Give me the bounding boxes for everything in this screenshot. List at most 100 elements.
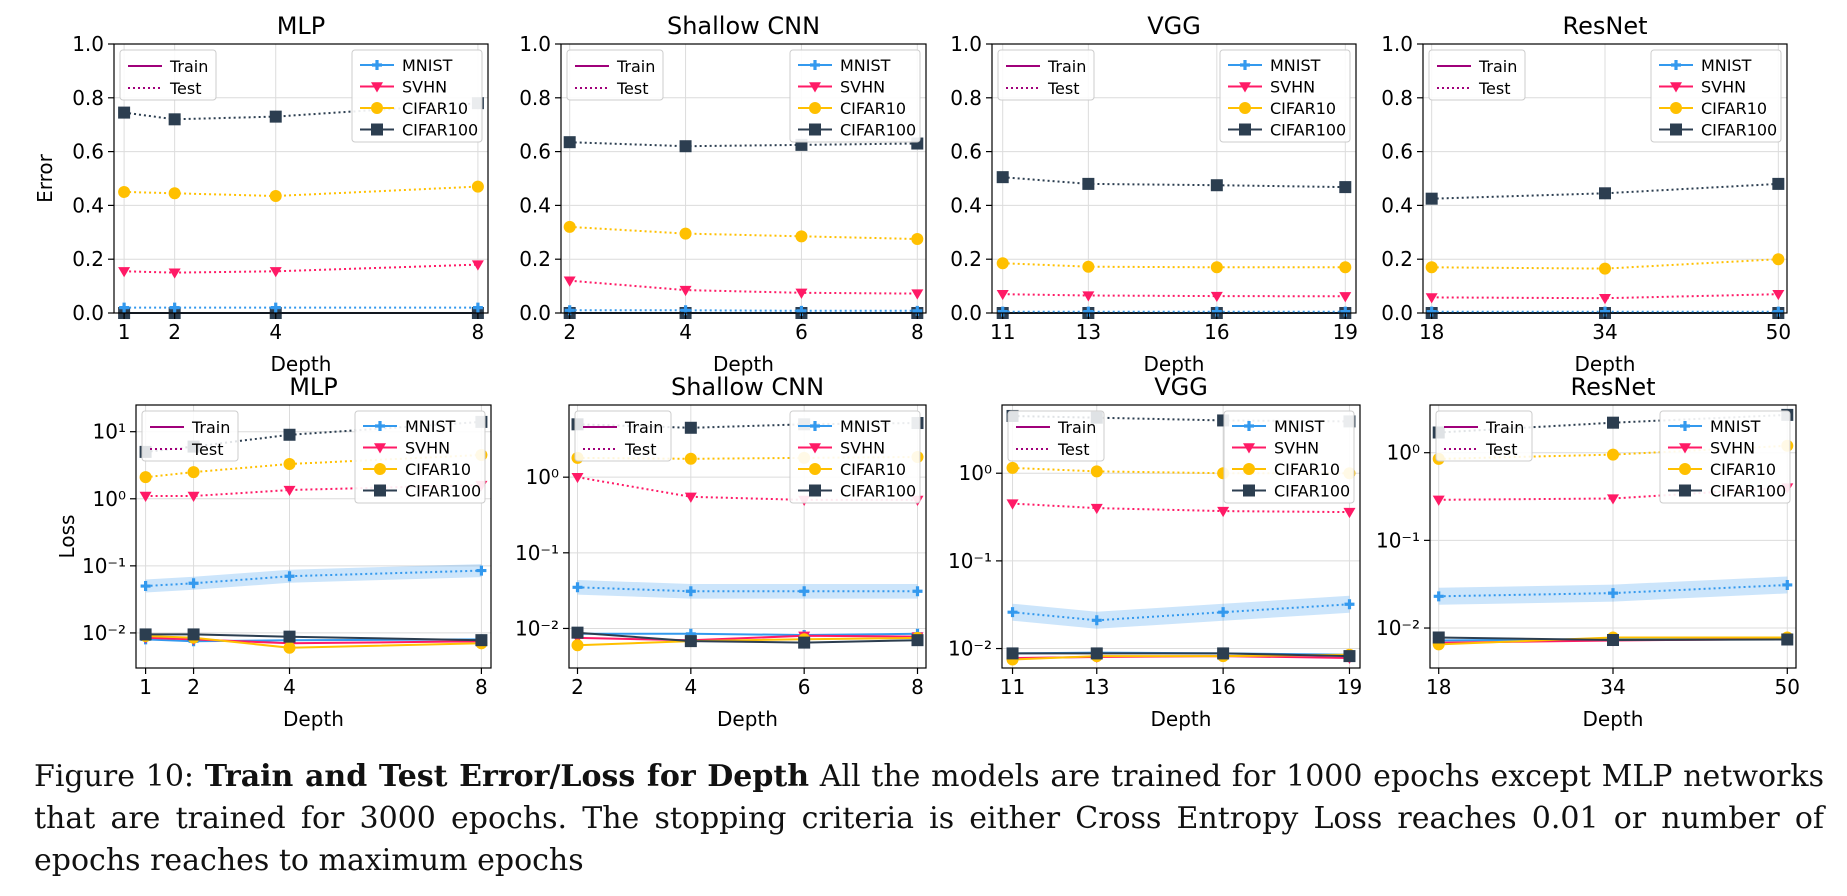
chart-title: Shallow CNN [671, 373, 824, 401]
data-point [139, 628, 152, 641]
legend-datasets: MNIST SVHN CIFAR10 CIFAR100 [1650, 49, 1782, 143]
series-line [569, 279, 918, 295]
data-point [563, 136, 576, 149]
legend-label-train: Train [191, 418, 230, 437]
chart-title: Shallow CNN [667, 12, 820, 40]
data-point [118, 267, 131, 278]
data-point [1082, 291, 1095, 302]
chart-title: ResNet [1571, 373, 1656, 401]
x-axis-label: Depth [1583, 707, 1644, 731]
legend-label-train: Train [616, 57, 655, 76]
data-point [472, 302, 483, 313]
series-band [577, 580, 918, 599]
data-point [684, 635, 697, 648]
legend-label-cifar10: CIFAR10 [402, 99, 468, 118]
legend-label-cifar10: CIFAR10 [405, 460, 471, 479]
series-cifar100-train [1432, 631, 1794, 647]
legend-box [789, 410, 921, 504]
legend-label-train: Train [624, 418, 663, 437]
data-point [1608, 588, 1618, 599]
y-tick-label: 10⁰ [93, 487, 126, 511]
legend-marker-cifar100 [1679, 484, 1691, 497]
x-tick-label: 13 [1076, 320, 1101, 344]
data-point [1210, 261, 1223, 274]
data-point [168, 187, 181, 200]
data-point [1599, 294, 1611, 305]
data-point [572, 582, 583, 593]
legend-label-mnist: MNIST [1710, 417, 1761, 436]
series-line [145, 636, 482, 645]
series-line [577, 636, 918, 647]
data-point [284, 571, 295, 582]
legend-label-svhn: SVHN [1274, 439, 1319, 458]
data-point [1343, 507, 1356, 519]
legend-datasets: MNIST SVHN CIFAR10 CIFAR100 [1219, 49, 1351, 143]
series-line [1012, 652, 1350, 658]
legend-label-cifar100: CIFAR100 [1270, 121, 1346, 140]
y-tick-label: 10⁻¹ [948, 549, 992, 573]
data-point [1432, 495, 1445, 506]
chart-title: MLP [289, 373, 338, 401]
data-point [684, 452, 697, 465]
x-axis-label: Depth [1575, 352, 1636, 376]
x-tick-label: 4 [283, 675, 296, 699]
legend-label-train: Train [1478, 57, 1517, 76]
y-tick-label: 0.0 [950, 301, 982, 325]
legend-box [354, 410, 486, 504]
y-tick-label: 10⁰ [959, 461, 992, 485]
legend-label-cifar10: CIFAR10 [1701, 99, 1767, 118]
plot-frame [560, 43, 927, 314]
y-tick-label: 0.8 [519, 86, 551, 110]
x-tick-label: 8 [472, 320, 485, 344]
data-point [684, 492, 697, 503]
data-point [684, 421, 697, 434]
series-mnist-test [997, 306, 1351, 317]
legend-label-cifar100: CIFAR100 [402, 121, 478, 140]
series-cifar10-test [1425, 253, 1785, 275]
data-point [1772, 253, 1785, 266]
x-tick-label: 1 [139, 675, 152, 699]
data-point [1782, 579, 1793, 590]
legend-box [1659, 410, 1791, 504]
series-line [1002, 176, 1346, 189]
series-band [145, 564, 482, 593]
legend-marker-cifar10 [1239, 102, 1251, 114]
data-point [1432, 631, 1445, 644]
data-point [187, 628, 200, 641]
data-point [1599, 187, 1611, 200]
legend-marker-svhn [809, 443, 821, 454]
y-tick-label: 0.6 [950, 140, 982, 164]
data-point [1217, 647, 1230, 660]
data-point [679, 227, 692, 240]
chart-panel-8: 18 34 50 10⁻² 10⁻¹ 10⁰ ResNet Depth Train Test MNI… [1376, 373, 1800, 731]
x-axis-label: Depth [1151, 707, 1212, 731]
data-point [283, 630, 296, 643]
data-point [563, 276, 576, 287]
legend-split: Train Test [1435, 410, 1533, 462]
data-point [168, 268, 181, 279]
legend-marker-svhn [1670, 82, 1682, 93]
legend-marker-svhn [371, 82, 383, 93]
plot-frame [1001, 404, 1361, 669]
series-line [124, 263, 478, 274]
x-tick-label: 13 [1084, 675, 1109, 699]
legend-label-cifar10: CIFAR10 [1270, 99, 1336, 118]
legend-split: Train Test [574, 410, 672, 462]
series-line [577, 632, 918, 637]
series-mnist-test [1433, 576, 1793, 605]
x-tick-label: 34 [1600, 675, 1625, 699]
legend-marker-cifar100 [1243, 484, 1255, 497]
x-tick-label: 2 [187, 675, 200, 699]
legend-label-svhn: SVHN [1710, 439, 1755, 458]
series-line [1002, 262, 1346, 269]
y-tick-label: 0.4 [519, 193, 551, 217]
x-tick-label: 34 [1592, 320, 1617, 344]
series-line [145, 633, 482, 642]
data-point [1007, 607, 1018, 618]
legend-marker-mnist [810, 60, 820, 70]
y-tick-label: 1.0 [950, 32, 982, 56]
x-tick-label: 6 [798, 675, 811, 699]
data-point [571, 472, 584, 484]
y-tick-label: 0.2 [519, 247, 551, 271]
data-point [139, 491, 152, 502]
